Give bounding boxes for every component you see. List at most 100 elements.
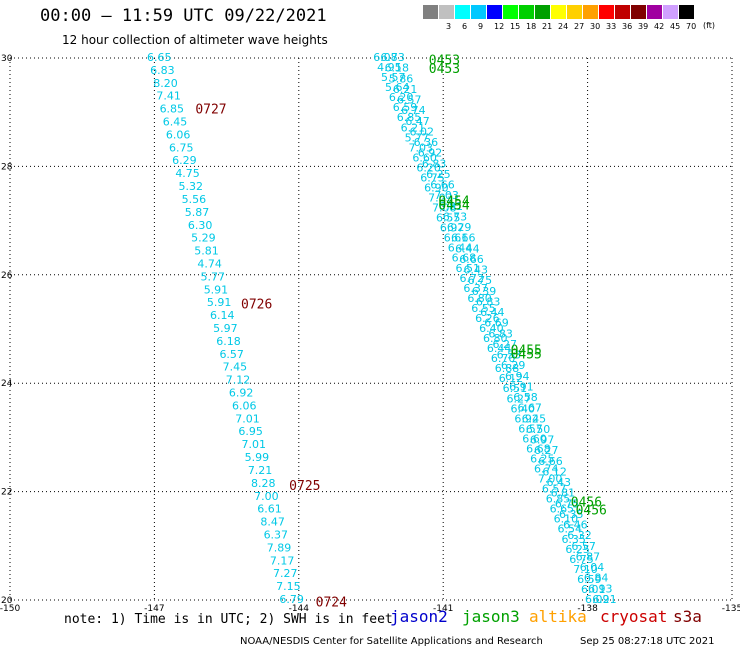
swh-data-label: 6.67 <box>517 402 542 415</box>
swh-data-label: 6.54 <box>558 523 583 536</box>
legend-jason2: jason2 <box>390 607 448 626</box>
swh-data-label: 6.57 <box>571 540 596 553</box>
swh-data-label: 6.92 <box>514 412 539 425</box>
colorbar-swatch: 33 <box>599 5 616 31</box>
legend-altika: altika <box>529 607 587 626</box>
colorbar-swatch <box>423 5 439 19</box>
colorbar-tick-label: 9 <box>478 22 484 31</box>
swh-data-label: 7.27 <box>273 567 298 580</box>
swh-data-label: 6.70 <box>491 352 516 365</box>
swh-data-label: 6.18 <box>216 335 241 348</box>
chart-subtitle: 12 hour collection of altimeter wave hei… <box>62 33 328 47</box>
chart-title: 00:00 – 11:59 UTC 09/22/2021 <box>40 6 327 26</box>
swh-data-label: 6.02 <box>409 125 434 138</box>
swh-data-label: 7.01 <box>242 438 267 451</box>
swh-data-label: 6.75 <box>555 497 580 510</box>
swh-data-label: 6.40 <box>510 402 535 415</box>
swh-data-label: 5.32 <box>178 180 203 193</box>
y-tick-label: 22 <box>1 488 12 498</box>
swh-data-label: 7.01 <box>235 412 260 425</box>
swh-data-label: 6.09 <box>585 593 610 606</box>
swh-data-label: 6.92 <box>229 387 254 400</box>
swh-data-label: 6.59 <box>393 101 418 114</box>
swh-data-label: 6.85 <box>160 103 185 116</box>
swh-data-label: 6.01 <box>581 583 606 596</box>
swh-data-label: 6.43 <box>463 264 488 277</box>
swh-data-label: 6.75 <box>468 274 493 287</box>
swh-data-label: 6.35 <box>559 508 584 521</box>
swh-data-label: 6.10 <box>554 513 579 526</box>
swh-data-label: 6.45 <box>522 412 547 425</box>
colorbar-swatch: 70 <box>679 5 696 31</box>
swh-data-label: 4.95 <box>377 61 402 74</box>
swh-data-label: 6.12 <box>499 372 524 385</box>
swh-data-label: 6.73 <box>380 51 405 64</box>
x-tick-label: -150 <box>0 604 20 614</box>
x-tick-label: -135 <box>722 604 740 614</box>
swh-data-label: 6.53 <box>497 349 522 362</box>
swh-data-label: 5.97 <box>213 322 238 335</box>
pass-time-label: 0455 <box>511 347 542 362</box>
swh-data-label: 6.60 <box>412 151 437 164</box>
colorbar-swatch: 39 <box>631 5 648 31</box>
swh-data-label: 6.20 <box>389 91 414 104</box>
colorbar-swatch: 24 <box>551 5 568 31</box>
swh-data-label: 6.57 <box>219 348 244 361</box>
colorbar-swatch: 21 <box>535 5 552 31</box>
colorbar-swatch: 36 <box>615 5 632 31</box>
swh-data-label: 6.93 <box>588 582 613 595</box>
swh-data-label: 6.55 <box>471 302 496 315</box>
swh-data-label: 6.44 <box>480 306 505 319</box>
swh-data-label: 6.20 <box>416 161 441 174</box>
colorbar-tick-label: 12 <box>494 22 505 31</box>
swh-data-label: 6.39 <box>472 285 497 298</box>
colorbar-swatch: 30 <box>583 5 600 31</box>
swh-data-label: 6.44 <box>455 242 480 255</box>
swh-data-label: 5.77 <box>201 270 226 283</box>
pass-time-label: 0454 <box>438 195 469 210</box>
swh-data-label: 7.21 <box>248 464 273 477</box>
pass-time-label: 0726 <box>241 298 272 313</box>
swh-data-label: 6.72 <box>459 272 484 285</box>
swh-data-label: 5.56 <box>182 193 207 206</box>
swh-data-label: 6.68 <box>526 442 551 455</box>
swh-data-label: 7.03 <box>408 141 433 154</box>
swh-data-label: 7.89 <box>267 541 292 554</box>
colorbar-swatch: 27 <box>567 5 584 31</box>
swh-data-label: 6.75 <box>569 553 594 566</box>
swh-data-label: 6.83 <box>476 295 501 308</box>
swh-data-label: 7.00 <box>254 490 279 503</box>
swh-data-label: 6.87 <box>576 550 601 563</box>
pass-time-label: 0454 <box>438 198 469 213</box>
pass-time-label: 0724 <box>316 596 347 611</box>
swh-data-label: 6.51 <box>456 262 481 275</box>
swh-data-label: 6.36 <box>414 136 439 149</box>
swh-data-label: 7.10 <box>573 563 598 576</box>
swh-data-label: 6.69 <box>484 317 509 330</box>
swh-data-label: 6.25 <box>565 543 590 556</box>
colorbar-swatch: 3 <box>439 5 455 31</box>
colorbar-tick-label: 15 <box>510 22 521 31</box>
swh-data-label: 6.66 <box>459 253 484 266</box>
swh-data-label: 6.60 <box>522 432 547 445</box>
colorbar-swatch: 18 <box>519 5 536 31</box>
swh-data-label: 6.37 <box>463 282 488 295</box>
swh-data-label: 7.03 <box>428 192 453 205</box>
swh-data-label: 6.68 <box>452 252 477 265</box>
swh-data-label: 4.75 <box>175 167 200 180</box>
swh-data-label: 6.83 <box>150 64 175 77</box>
colorbar-tick-label: 21 <box>542 22 553 31</box>
swh-data-label: 6.43 <box>547 476 572 489</box>
swh-data-label: 6.06 <box>166 128 191 141</box>
swh-data-label: 7.12 <box>226 374 251 387</box>
x-tick-label: -144 <box>289 604 310 614</box>
swh-data-label: 6.25 <box>530 452 555 465</box>
colorbar-tick-label: 24 <box>558 22 569 31</box>
colorbar-tick-label: 6 <box>462 22 468 31</box>
x-tick-label: -141 <box>433 604 453 614</box>
swh-data-label: 8.47 <box>260 516 285 529</box>
colorbar-swatch: 45 <box>663 5 680 31</box>
colorbar-swatch: 6 <box>455 5 471 31</box>
swh-data-label: 6.85 <box>397 111 422 124</box>
swh-data-label: 6.04 <box>580 561 605 574</box>
